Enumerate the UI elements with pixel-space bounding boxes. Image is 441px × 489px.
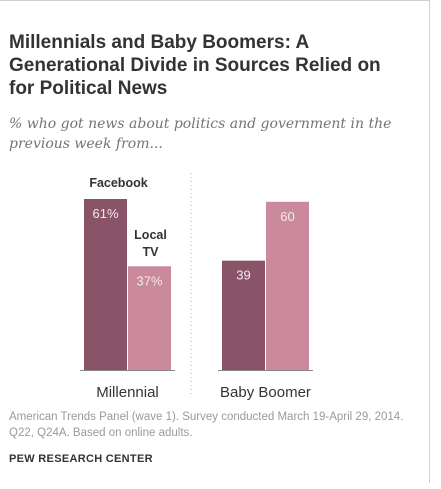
value-label-facebook-baby-boomer: 39 bbox=[236, 268, 250, 283]
bar-local-tv-baby-boomer bbox=[266, 201, 309, 370]
category-label-millennial: Millennial bbox=[96, 384, 159, 401]
category-label-baby-boomer: Baby Boomer bbox=[220, 384, 311, 401]
legend-label-local-tv-line: TV bbox=[143, 245, 160, 259]
legend-label-local-tv: Local TV bbox=[134, 228, 167, 259]
bar-facebook-millennial bbox=[84, 199, 127, 370]
bar-facebook-baby-boomer bbox=[222, 260, 265, 370]
value-label-local-tv-millennial: 37% bbox=[136, 273, 162, 288]
value-label-local-tv-baby-boomer: 60 bbox=[280, 209, 294, 224]
chart-title: Millennials and Baby Boomers: A Generati… bbox=[9, 32, 381, 99]
source-credit: PEW RESEARCH CENTER bbox=[9, 453, 153, 465]
value-label-facebook-millennial: 61% bbox=[92, 206, 118, 221]
legend-label-local-tv-line: Local bbox=[134, 228, 167, 242]
legend-label-facebook: Facebook bbox=[89, 176, 147, 190]
source-note: American Trends Panel (wave 1). Survey c… bbox=[9, 411, 404, 439]
chart-subtitle: % who got news about politics and govern… bbox=[9, 116, 392, 152]
bar-local-tv-millennial bbox=[128, 266, 171, 370]
chart-frame bbox=[0, 0, 430, 483]
